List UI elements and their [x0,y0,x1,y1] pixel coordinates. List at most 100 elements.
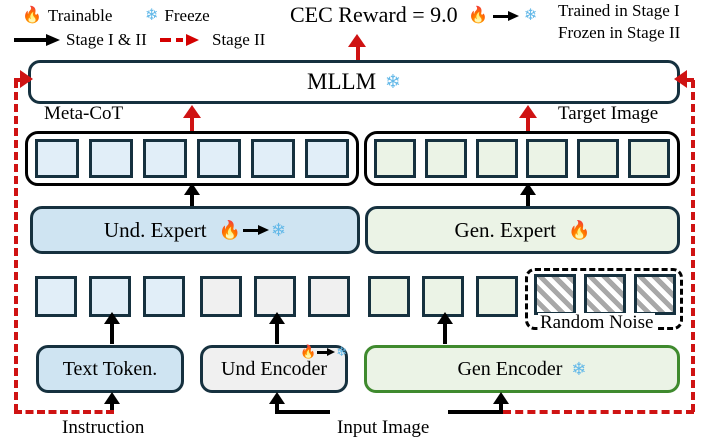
token-cell[interactable] [374,139,416,178]
meta-cot-to-mllm-head [183,105,201,118]
right-feedback-arrow-head [674,70,687,88]
meta-cot-to-mllm-dash [190,118,194,132]
reward-arrow-head [348,34,366,47]
und-expert-box[interactable]: Und. Expert 🔥 ❄ [30,206,360,254]
meta-cot-label: Meta-CoT [44,103,124,124]
token-cell[interactable] [35,139,79,178]
noise-token-cell[interactable] [584,274,626,315]
token-cell[interactable] [424,139,467,178]
token-cell[interactable] [251,139,295,178]
gen-encoder-to-strip-shaft [443,322,447,344]
gen-encoder-box[interactable]: Gen Encoder ❄ [364,345,680,393]
left-feedback-arrow-head [20,70,33,88]
fire-icon: 🔥 [22,7,42,24]
snowflake-icon: ❄ [571,358,587,379]
mllm-label: MLLM [307,69,377,94]
und-expert-to-grid-shaft [190,192,194,208]
token-cell[interactable] [254,276,296,317]
target-image-label: Target Image [558,103,659,124]
token-cell[interactable] [475,139,518,178]
cec-reward-label: CEC Reward = 9.0 [290,2,458,27]
legend-transition-line1: Trained in Stage I [558,1,680,20]
legend-freeze: ❄ Freeze [145,6,210,26]
gen-expert-to-grid-head [520,183,536,195]
gen-encoder-label: Gen Encoder [457,357,563,380]
token-cell[interactable] [197,139,241,178]
arrow-right-icon [492,10,519,22]
snowflake-icon: ❄ [523,7,538,24]
und-input-elbow-h [275,410,330,414]
gen-input-elbow-h [448,410,503,414]
gen-token-strip [368,276,518,317]
token-cell[interactable] [308,276,350,317]
instruction-label: Instruction [62,417,145,438]
gen-expert-box[interactable]: Gen. Expert 🔥 [365,206,680,254]
token-cell[interactable] [526,139,569,178]
token-cell[interactable] [476,276,518,317]
token-cell[interactable] [143,139,187,178]
right-feedback-vertical-dash [691,80,695,412]
left-feedback-bottom-dash [14,410,114,414]
und-input-arrow-head [269,392,285,404]
arrow-right-icon [242,224,269,236]
fire-icon: 🔥 [300,344,317,359]
und-encoder-state-badge: 🔥 ❄ [300,344,347,360]
noise-token-cell[interactable] [634,274,676,315]
token-cell[interactable] [35,276,77,317]
und-encoder-label: Und Encoder [220,357,328,380]
und-expert-label: Und. Expert [103,217,207,242]
text-token-label: Text Token. [62,357,158,380]
legend-trainable-label: Trainable [47,6,113,25]
und-expert-to-grid-head [184,183,200,195]
legend-stage-i-ii: Stage I & II [14,30,147,50]
input-image-label: Input Image [337,417,430,438]
noise-token-strip [534,274,676,315]
und-token-strip [200,276,350,317]
right-feedback-bottom-dash [503,410,694,414]
legend-transition: 🔥 ❄ [468,8,537,24]
mllm-box[interactable]: MLLM ❄ [28,60,680,104]
snowflake-icon: ❄ [145,7,159,24]
token-cell[interactable] [577,139,620,178]
snowflake-icon: ❄ [270,219,287,240]
solid-black-arrow-icon [14,34,60,46]
legend-stage-i-ii-label: Stage I & II [66,30,147,49]
arrow-right-icon [317,347,336,357]
gen-encoder-to-strip-head [437,312,453,324]
token-cell[interactable] [627,139,670,178]
target-image-to-mllm-head [519,105,537,118]
text-token-to-strip-shaft [110,322,114,344]
noise-token-cell[interactable] [534,274,576,315]
target-image-token-grid [364,131,680,186]
gen-input-arrow-head [493,392,509,404]
target-image-to-mllm-dash [526,118,530,132]
und-encoder-box[interactable]: Und Encoder [200,345,348,393]
random-noise-label: Random Noise [538,312,656,333]
und-input-elbow-v [275,400,279,414]
und-encoder-to-strip-shaft [275,322,279,344]
fire-icon: 🔥 [218,219,241,240]
snowflake-icon: ❄ [336,344,348,359]
meta-cot-token-grid [25,131,359,186]
token-cell[interactable] [422,276,464,317]
token-cell[interactable] [200,276,242,317]
token-cell[interactable] [143,276,185,317]
fire-icon: 🔥 [468,7,488,24]
token-cell[interactable] [89,139,133,178]
text-token-box[interactable]: Text Token. [36,345,184,393]
instruction-arrow-head [104,392,120,404]
text-token-to-strip-head [104,312,120,324]
dashed-red-arrow-icon [160,34,206,46]
token-cell[interactable] [368,276,410,317]
und-encoder-to-strip-head [269,312,285,324]
gen-expert-to-grid-shaft [526,192,530,208]
legend-stage-ii-label: Stage II [212,30,266,49]
gen-expert-label: Gen. Expert [454,217,557,242]
legend-trainable: 🔥 Trainable [22,6,112,26]
token-cell[interactable] [305,139,349,178]
token-cell[interactable] [89,276,131,317]
fire-icon: 🔥 [568,219,591,240]
reward-arrow-shaft [356,46,360,60]
legend-transition-line2: Frozen in Stage II [558,23,681,42]
left-feedback-vertical-dash [14,80,18,412]
